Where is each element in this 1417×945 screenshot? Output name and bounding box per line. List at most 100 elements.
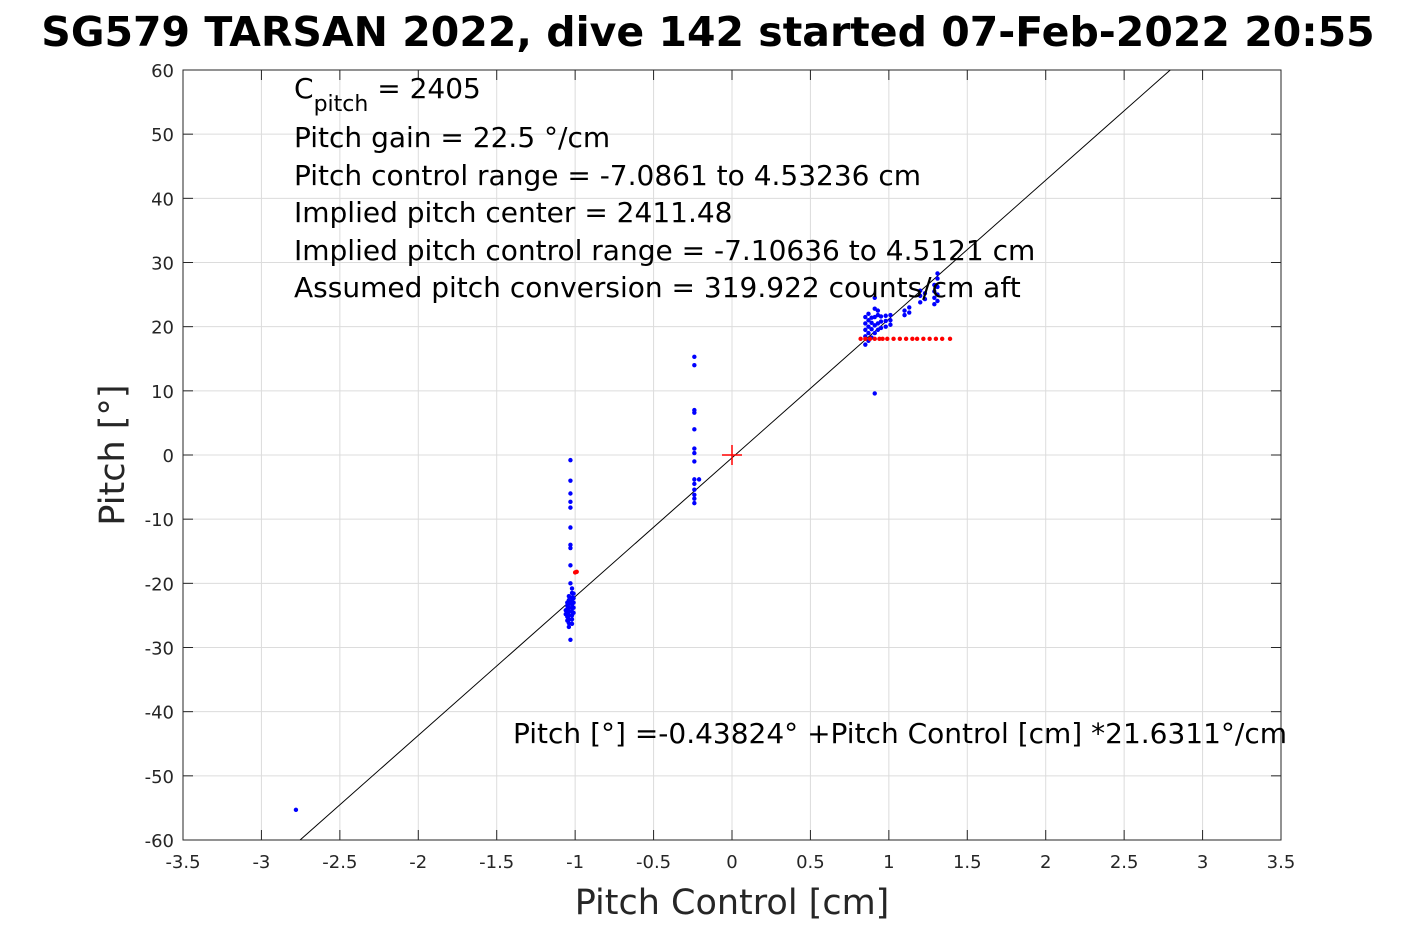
- blue-data-point: [566, 593, 572, 599]
- blue-data-point: [866, 311, 871, 317]
- blue-data-point: [692, 500, 697, 506]
- x-tick-label: -2.5: [322, 852, 357, 873]
- x-tick-label: 0: [726, 852, 737, 873]
- y-tick-label: -60: [145, 831, 174, 852]
- x-tick-label: 3: [1197, 852, 1208, 873]
- y-tick-labels: -60 -50 -40 -30 -20 -10 0 10 20 30 40 50 60: [145, 61, 174, 852]
- blue-data-point: [568, 581, 573, 586]
- red-data-point: [867, 336, 873, 342]
- blue-data-point: [692, 427, 697, 432]
- blue-data-point: [935, 292, 940, 297]
- x-tick-label: -2: [409, 852, 427, 873]
- blue-data-point: [932, 302, 937, 307]
- blue-data-point: [935, 298, 940, 304]
- blue-data-point: [878, 319, 884, 324]
- x-tick-label: -3: [252, 852, 270, 873]
- y-tick-label: -20: [145, 574, 174, 595]
- blue-data-point: [932, 289, 937, 294]
- blue-data-point: [878, 325, 884, 331]
- c-pitch-main: C: [294, 72, 314, 105]
- y-axis-label: Pitch [°]: [93, 384, 133, 525]
- y-tick-label: 20: [151, 318, 174, 339]
- info-annotations: Cpitch = 2405 Pitch gain = 22.5 °/cm Pit…: [294, 72, 1287, 750]
- blue-data-point: [692, 481, 697, 487]
- blue-data-point: [869, 327, 874, 332]
- x-tick-labels: -3.5 -3 -2.5 -2 -1.5 -1 -0.5 0 0.5 1 1.5 2 2.5 3 3.5: [165, 852, 1295, 873]
- blue-data-point: [565, 618, 570, 623]
- c-pitch-line: Cpitch = 2405: [294, 72, 481, 117]
- fit-equation-text: Pitch [°] =-0.43824° +Pitch Control [cm]…: [513, 717, 1287, 750]
- y-tick-label: 50: [151, 125, 174, 146]
- red-data-point: [872, 336, 877, 342]
- red-data-point: [939, 336, 945, 342]
- blue-data-point: [568, 505, 573, 510]
- y-tick-label: -30: [145, 639, 174, 660]
- blue-data-point: [869, 320, 874, 326]
- red-data-point: [863, 336, 868, 342]
- blue-data-point: [696, 477, 702, 482]
- blue-data-point: [692, 354, 697, 360]
- blue-data-point: [692, 362, 697, 368]
- blue-data-point: [568, 525, 573, 530]
- blue-data-point: [565, 603, 570, 608]
- red-data-point: [914, 336, 920, 342]
- blue-data-point: [883, 318, 888, 324]
- blue-data-point: [872, 330, 877, 336]
- blue-data-point: [902, 312, 907, 318]
- x-tick-label: 2: [1040, 852, 1051, 873]
- blue-data-point: [932, 295, 937, 300]
- red-data-point: [877, 336, 882, 342]
- blue-data-point: [866, 324, 871, 329]
- blue-data-point: [571, 600, 576, 605]
- blue-data-point: [692, 450, 697, 456]
- blue-data-point: [883, 324, 888, 329]
- blue-data-point: [872, 391, 877, 396]
- blue-data-point: [568, 491, 573, 496]
- blue-data-point: [918, 293, 923, 299]
- y-tick-label: 60: [151, 61, 174, 82]
- red-data-point: [880, 336, 885, 342]
- y-tick-label: 30: [151, 254, 174, 275]
- blue-data-point: [872, 295, 877, 300]
- blue-data-point: [935, 271, 940, 276]
- x-tick-label: -0.5: [636, 852, 671, 873]
- blue-data-point: [293, 807, 299, 813]
- blue-data-point: [918, 300, 923, 305]
- blue-data-point: [563, 608, 568, 613]
- blue-data-point: [863, 342, 868, 347]
- y-tick-label: 0: [163, 446, 174, 467]
- blue-data-point: [692, 410, 697, 415]
- pitch-gain-text: Pitch gain = 22.5 °/cm: [294, 121, 610, 154]
- blue-data-point: [568, 563, 573, 568]
- x-tick-label: -1.5: [479, 852, 514, 873]
- blue-data-point: [883, 313, 888, 318]
- assumed-conversion-text: Assumed pitch conversion = 319.922 count…: [294, 271, 1021, 304]
- red-data-point: [891, 336, 896, 342]
- x-tick-label: -3.5: [165, 852, 200, 873]
- blue-data-point: [692, 446, 697, 451]
- blue-data-point: [875, 308, 881, 313]
- x-tick-label: 1.5: [953, 852, 982, 873]
- x-tick-label: 3.5: [1267, 852, 1296, 873]
- blue-data-point: [568, 542, 573, 548]
- implied-range-text: Implied pitch control range = -7.10636 t…: [294, 234, 1035, 267]
- red-data-point: [910, 336, 915, 342]
- blue-data-point: [568, 457, 573, 463]
- blue-data-point: [935, 284, 940, 290]
- red-data-point: [927, 336, 932, 342]
- blue-data-point: [565, 600, 570, 605]
- blue-data-point: [888, 312, 893, 318]
- x-tick-label: 2.5: [1110, 852, 1139, 873]
- x-axis-label: Pitch Control [cm]: [575, 883, 890, 923]
- blue-data-point: [571, 610, 576, 616]
- data-points: [293, 271, 953, 813]
- blue-data-point: [692, 477, 697, 482]
- center-marker: [722, 445, 742, 465]
- y-tick-label: -50: [145, 767, 174, 788]
- red-data-point: [903, 336, 909, 342]
- blue-data-point: [902, 308, 907, 313]
- x-tick-label: 0.5: [796, 852, 825, 873]
- implied-center-text: Implied pitch center = 2411.48: [294, 196, 732, 229]
- red-data-point: [858, 336, 863, 342]
